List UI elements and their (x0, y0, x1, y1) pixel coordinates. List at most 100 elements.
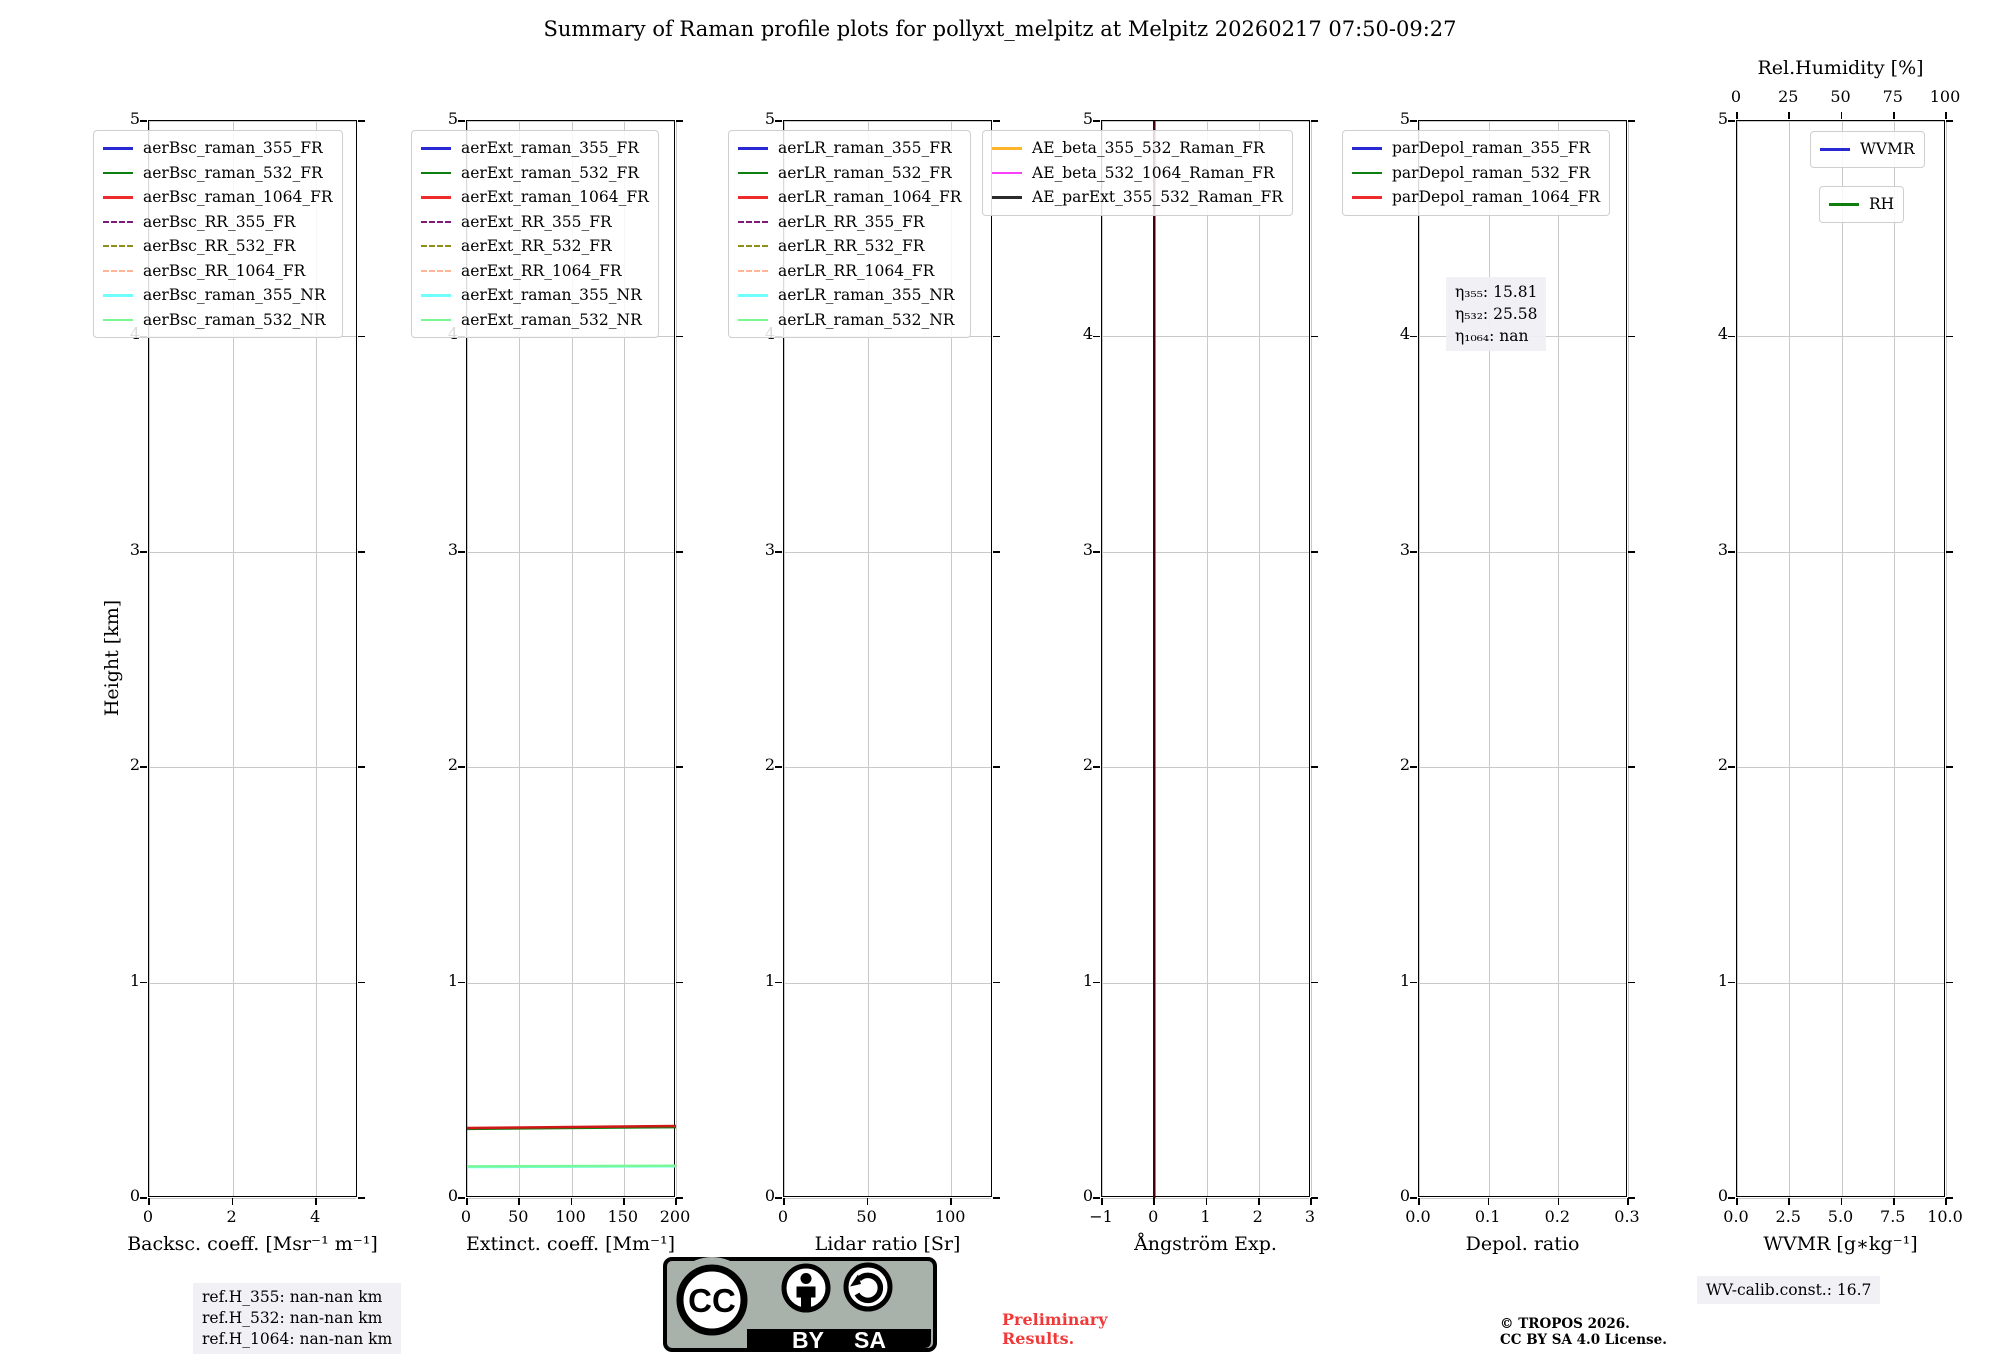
y-axis-label: Height [km] (101, 599, 123, 717)
legend-label: parDepol_raman_1064_FR (1392, 188, 1601, 207)
legend-label: aerLR_RR_355_FR (778, 212, 925, 231)
legend-entry: aerExt_raman_355_FR (421, 136, 649, 161)
tick-mark (1945, 981, 1953, 984)
legend-label: aerLR_raman_532_FR (778, 163, 952, 182)
gridline (1737, 551, 1944, 553)
tick-mark (775, 551, 783, 553)
legend-label: aerLR_raman_1064_FR (778, 188, 962, 207)
y-tick-label: 4 (1082, 324, 1093, 344)
legend-line-sample (103, 245, 133, 248)
gridline (149, 1198, 356, 1199)
eta-1064-value: η₁₀₆₄: nan (1455, 327, 1529, 345)
legend-entry: aerBsc_raman_1064_FR (103, 185, 333, 210)
gridline (867, 121, 869, 1196)
gridline (1102, 1198, 1309, 1199)
gridline (784, 1198, 991, 1199)
cc-logo-text: CC (688, 1282, 736, 1319)
legend-entry: aerBsc_RR_355_FR (103, 210, 333, 235)
tick-mark (1627, 981, 1635, 984)
tick-mark (992, 335, 1000, 338)
gridline (1258, 121, 1260, 1196)
legend-label: AE_beta_355_532_Raman_FR (1032, 139, 1265, 158)
ref-h-532: ref.H_532: nan-nan km (202, 1309, 383, 1327)
x-axis-label-angstrom: Ångström Exp. (1134, 1233, 1277, 1255)
tick-mark (1410, 120, 1418, 122)
tick-mark (992, 120, 1000, 122)
legend-entry: aerLR_RR_355_FR (738, 210, 961, 235)
y-tick-label: 2 (1082, 755, 1093, 775)
y-tick-label: 5 (129, 109, 140, 128)
tick-mark (1557, 1197, 1560, 1205)
tick-mark (466, 1197, 468, 1205)
y-tick-label: 5 (764, 109, 775, 128)
legend-line-sample (103, 294, 133, 297)
gridline (467, 767, 674, 769)
legend-line-sample (421, 269, 451, 272)
tick-mark (1410, 981, 1418, 984)
gridline (519, 121, 521, 1196)
x-tick-label: 7.5 (1880, 1207, 1906, 1226)
tick-mark (1728, 120, 1736, 122)
y-tick-label: 2 (447, 755, 458, 775)
y-tick-label: 4 (1399, 324, 1410, 344)
tick-mark (1945, 766, 1953, 768)
legend-entry: aerExt_RR_1064_FR (421, 259, 649, 284)
gridline (149, 121, 356, 122)
tick-mark (140, 981, 148, 984)
gridline (1154, 121, 1156, 1196)
legend-lidar_ratio: aerLR_raman_355_FR aerLR_raman_532_FR aerL… (728, 130, 972, 338)
top-tick-label: 50 (1830, 87, 1851, 106)
tick-mark (1310, 335, 1318, 338)
gridline (1737, 982, 1944, 984)
tick-mark (458, 120, 466, 122)
legend-label: aerBsc_RR_1064_FR (143, 261, 306, 280)
x-tick-label: 4 (310, 1207, 321, 1226)
x-tick-label: 1 (1200, 1207, 1211, 1226)
legend-entry: aerLR_raman_532_NR (738, 308, 961, 333)
gridline (784, 121, 785, 1196)
copyright-line1: © TROPOS 2026. (1500, 1316, 1630, 1332)
tick-mark (1627, 335, 1635, 338)
y-tick-label: 0 (447, 1186, 458, 1205)
tick-mark (622, 1197, 625, 1205)
ref-h-355: ref.H_355: nan-nan km (202, 1288, 383, 1306)
tick-mark (1945, 112, 1947, 120)
y-tick-label: 1 (1399, 970, 1410, 990)
legend-label: aerBsc_raman_532_NR (143, 310, 326, 329)
tick-mark (315, 1197, 317, 1205)
legend-line-sample (103, 196, 133, 199)
legend-line-sample (1829, 203, 1859, 206)
gridline (467, 121, 468, 1196)
legend-extinction: aerExt_raman_355_FR aerExt_raman_532_FR ae… (411, 130, 659, 338)
tick-mark (1627, 766, 1635, 768)
reference-height-annotation: ref.H_355: nan-nan km ref.H_532: nan-nan… (193, 1283, 402, 1354)
legend-label: aerLR_RR_1064_FR (778, 261, 935, 280)
gridline (149, 982, 356, 984)
legend-entry: aerExt_raman_355_NR (421, 283, 649, 308)
legend-entry: aerBsc_raman_532_FR (103, 161, 333, 186)
legend-entry: aerBsc_raman_355_FR (103, 136, 333, 161)
tick-mark (1418, 1197, 1420, 1205)
gridline (149, 121, 150, 1196)
legend-label: aerBsc_raman_355_NR (143, 286, 326, 305)
y-tick-label: 2 (1717, 755, 1728, 775)
legend-entry: AE_beta_532_1064_Raman_FR (992, 161, 1283, 186)
legend-line-sample (421, 318, 451, 321)
cc-sa-label: SA (854, 1327, 886, 1352)
legend-line-sample (103, 171, 133, 174)
x-tick-label: 0.0 (1723, 1207, 1749, 1226)
y-tick-label: 5 (447, 109, 458, 128)
gridline (467, 982, 674, 984)
tick-mark (992, 551, 1000, 553)
eta-532-value: η₅₃₂: 25.58 (1455, 305, 1538, 323)
tick-mark (357, 981, 365, 984)
gridline (784, 551, 991, 553)
x-tick-label: 200 (659, 1207, 691, 1226)
tick-mark (357, 766, 365, 768)
tick-mark (775, 981, 783, 984)
y-tick-label: 2 (129, 755, 140, 775)
eta-355-value: η₃₅₅: 15.81 (1455, 283, 1538, 301)
attribution-icon (781, 1263, 831, 1313)
figure-title: Summary of Raman profile plots for polly… (543, 17, 1457, 41)
tick-mark (775, 766, 783, 768)
